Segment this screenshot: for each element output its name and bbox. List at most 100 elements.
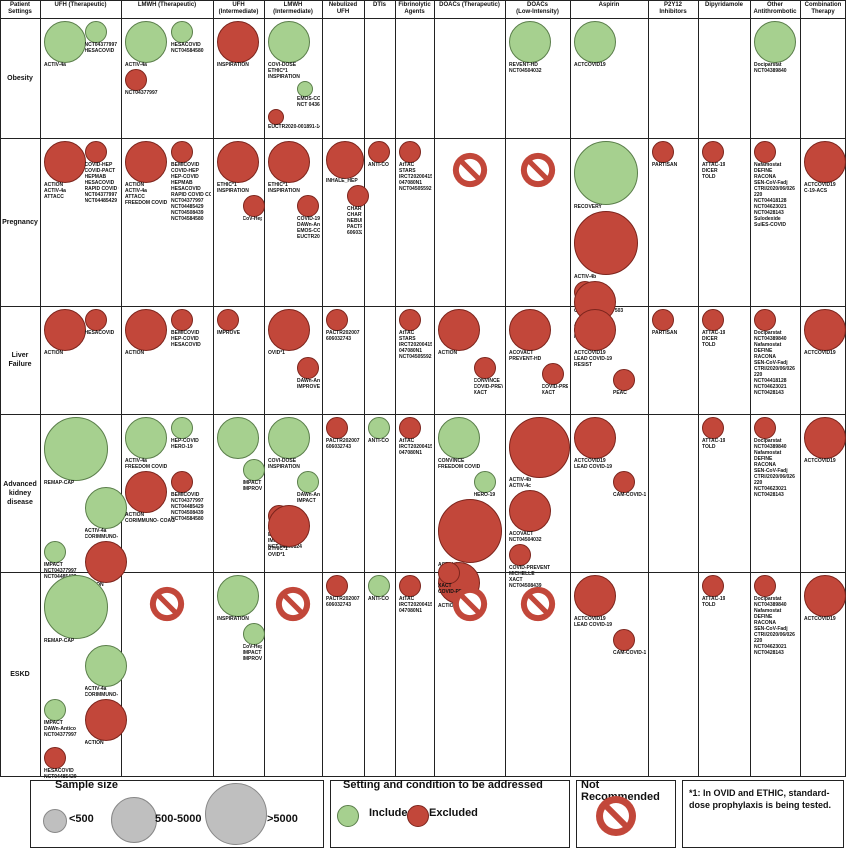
trial-label: HESACOVID NCT04584580 <box>171 42 204 54</box>
trial-circle-excluded <box>84 541 127 583</box>
trial-circle-included <box>84 21 107 43</box>
trial-circle-included <box>84 645 127 687</box>
trial-label: BEMICOVID COVID-HEP HEP-COVID HEPMAB HES… <box>171 162 211 222</box>
trial-label: PARTISAN <box>652 162 678 168</box>
trial-label: ACTION <box>84 740 104 746</box>
trial-label: CAM-COVID-19 <box>613 492 646 498</box>
legend-sample-size: Sample size <500 500-5000 >5000 <box>30 779 324 848</box>
trial-circle-included <box>242 459 265 481</box>
trial-circle-included <box>44 541 66 563</box>
sample-small-circle <box>43 809 67 833</box>
column-header: DOACs (Therapeutic) <box>439 2 500 8</box>
trial-label: ETHIC*1 INSPIRATION <box>268 182 300 194</box>
trial-circle-excluded <box>574 211 638 275</box>
trial-label: ACTION CORIMMUNO- COAG <box>125 512 175 524</box>
trial-circle-excluded <box>217 309 239 331</box>
trial-label: AtTAC IRCT20200415 047080N1 <box>399 438 432 456</box>
trial-label: CONVINCE COVID-PREVENT XACT <box>473 378 504 396</box>
trial-label: OVID*1 <box>268 350 285 356</box>
column-header: Fibrinolytic Agents <box>398 2 431 15</box>
column-header: LMWH (Intermediate) <box>273 2 313 15</box>
trial-circle-excluded <box>473 357 496 379</box>
legend-excluded-label: Excluded <box>429 807 478 819</box>
trial-label: DAWn-Antico IMPACT <box>297 492 320 504</box>
trial-label: AtTAC STARS IRCT20200415 047080N1 NCT045… <box>399 162 432 192</box>
trial-label: ACTCOVID19 <box>804 458 836 464</box>
trial-label: EUCTR2020-001891-14 <box>268 124 320 130</box>
column-header: Nebulized UFH <box>328 2 358 15</box>
trial-circle-included <box>297 81 313 97</box>
trial-label: Dociparstat NCT04389840 Nafamostat DEFIN… <box>754 438 795 498</box>
trial-circle-excluded <box>44 747 66 769</box>
trial-circle-excluded <box>297 357 319 379</box>
trial-label: ATTAC-19 TOLD <box>702 438 726 450</box>
trial-circle-included <box>44 417 108 481</box>
not-recommended-icon <box>149 586 185 622</box>
trial-circle-excluded <box>347 185 369 207</box>
trial-circle-included <box>217 575 259 617</box>
trial-label: ACTIV-4a <box>125 62 147 68</box>
trial-label: ANTI-CO <box>368 596 389 602</box>
trial-label: EMOS-COVID NCT 04360824 <box>297 96 320 108</box>
row-label: Advanced kidney disease <box>3 480 37 506</box>
not-recommended-icon <box>596 796 636 836</box>
trial-circle-included <box>368 417 390 439</box>
trial-circle-included <box>574 141 638 205</box>
trial-circle-excluded <box>399 575 421 597</box>
trial-circle-excluded <box>702 309 724 331</box>
trial-label: NCT04377997 HESACOVID <box>84 42 118 54</box>
trial-label: ACTCOVID19 LEAD COVID-19 RESIST <box>574 350 613 368</box>
trial-circle-excluded <box>84 699 127 741</box>
trial-circle-excluded <box>326 309 348 331</box>
trial-label: COVID-19 HD DAWn-Antico EMOS-COVID EUCTR… <box>297 216 320 240</box>
column-header: DTIs <box>372 2 386 8</box>
trial-circle-excluded <box>368 141 390 163</box>
trial-circle-excluded <box>326 575 348 597</box>
legend-sample-size-title: Sample size <box>55 779 118 791</box>
trial-circle-excluded <box>438 562 460 584</box>
column-header: Combination Therapy <box>804 2 842 15</box>
trial-circle-excluded <box>297 195 319 217</box>
trial-circle-included <box>171 417 193 439</box>
matrix-gridlines <box>0 0 846 777</box>
trial-label: ACOVACT PREVENT-HD <box>509 350 542 362</box>
trial-circle-excluded <box>574 309 616 351</box>
trial-label: PEAC <box>613 390 627 396</box>
footnote-text: *1: In OVID and ETHIC, standard-dose pro… <box>689 788 832 810</box>
trial-label: INSPIRATION <box>217 616 249 622</box>
trial-label: IMPACT DAWn-Antico NCT04377997 <box>44 720 77 738</box>
trial-circle-excluded <box>125 69 147 91</box>
sample-small-label: <500 <box>69 813 94 825</box>
trial-label: ACTION ACTIV-4a ATTACC <box>44 182 66 200</box>
trial-label: ATTAC-19 DICER TOLD <box>702 330 726 348</box>
not-recommended-icon <box>520 152 555 188</box>
trial-label: ACTIV-4a <box>44 62 66 68</box>
trial-circle-excluded <box>509 544 531 566</box>
trial-label: Dociparstat NCT04389840 Nafamostat DEFIN… <box>754 596 795 656</box>
trial-circle-excluded <box>268 141 310 183</box>
column-header: LMWH (Therapeutic) <box>137 2 197 8</box>
trial-circle-excluded <box>399 141 421 163</box>
trial-circle-excluded <box>804 141 846 183</box>
trial-circle-excluded <box>171 141 193 163</box>
trial-circle-excluded <box>125 471 167 513</box>
trial-circle-excluded <box>702 141 724 163</box>
trial-circle-included <box>574 21 616 63</box>
trial-circle-included <box>125 417 167 459</box>
column-header: UFH (Therapeutic) <box>54 2 107 8</box>
trial-circle-excluded <box>399 309 421 331</box>
trial-circle-included <box>125 21 167 63</box>
trial-circle-excluded <box>268 309 310 351</box>
trial-circle-included <box>44 699 66 721</box>
trial-circle-excluded <box>702 417 724 439</box>
trial-label: HEP-COVID HERO-19 <box>171 438 199 450</box>
trial-label: ACTION <box>438 350 458 356</box>
trial-label: ACTCOVID19 <box>804 350 836 356</box>
trial-label: REMAP-CAP <box>44 480 75 486</box>
trial-circle-excluded <box>804 309 846 351</box>
trial-circle-excluded <box>44 141 86 183</box>
trial-circle-included <box>297 471 319 493</box>
trial-label: BEMICOVID NCT04377997 NCT04485429 NCT045… <box>171 492 204 522</box>
trial-label: AtTAC IRCT20200415 047080N1 <box>399 596 432 614</box>
trial-label: CHARTER-Irl CHARTER-MT NEBUHEPA PACTR202… <box>347 206 362 236</box>
